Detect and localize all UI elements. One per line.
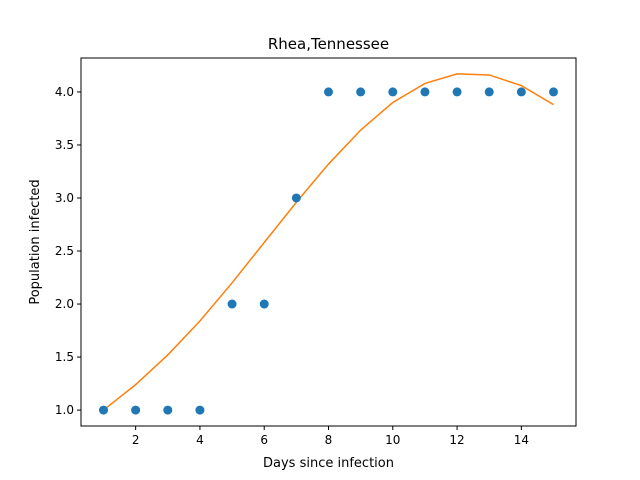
data-point bbox=[549, 87, 558, 97]
data-point bbox=[516, 87, 526, 97]
x-tick-label: 2 bbox=[132, 433, 140, 447]
data-point bbox=[163, 405, 173, 415]
x-tick-label: 14 bbox=[514, 433, 529, 447]
data-point bbox=[484, 87, 494, 97]
data-point bbox=[452, 87, 462, 97]
x-tick-label: 8 bbox=[325, 433, 333, 447]
data-point bbox=[291, 193, 301, 203]
y-tick-label: 2.0 bbox=[55, 297, 74, 311]
x-tick-label: 4 bbox=[196, 433, 204, 447]
chart-title: Rhea,Tennessee bbox=[268, 35, 389, 53]
y-tick-label: 2.5 bbox=[55, 244, 74, 258]
data-point bbox=[324, 87, 333, 97]
data-point bbox=[356, 87, 366, 97]
axes-frame bbox=[80, 57, 577, 427]
y-tick-label: 1.0 bbox=[55, 403, 74, 417]
y-tick-label: 3.0 bbox=[55, 191, 74, 205]
data-point bbox=[388, 87, 398, 97]
x-tick-label: 12 bbox=[449, 433, 464, 447]
y-tick-label: 4.0 bbox=[55, 85, 74, 99]
fit-line bbox=[103, 73, 554, 411]
y-axis-label: Population infected bbox=[28, 179, 43, 304]
data-point bbox=[420, 87, 430, 97]
data-point bbox=[227, 299, 237, 309]
y-tick-label: 1.5 bbox=[55, 350, 74, 364]
data-point bbox=[195, 405, 205, 415]
data-point bbox=[131, 405, 141, 415]
x-axis-ticks: 2 4 6 8 10 12 14 bbox=[132, 426, 529, 447]
x-tick-label: 10 bbox=[385, 433, 400, 447]
x-axis-label: Days since infection bbox=[263, 456, 394, 471]
x-tick-label: 6 bbox=[260, 433, 268, 447]
y-axis-ticks: 1.0 1.5 2.0 2.5 3.0 3.5 4.0 bbox=[55, 85, 81, 417]
data-point bbox=[259, 299, 269, 309]
plot-area bbox=[99, 73, 558, 415]
data-point bbox=[99, 405, 108, 415]
y-tick-label: 3.5 bbox=[55, 138, 74, 152]
